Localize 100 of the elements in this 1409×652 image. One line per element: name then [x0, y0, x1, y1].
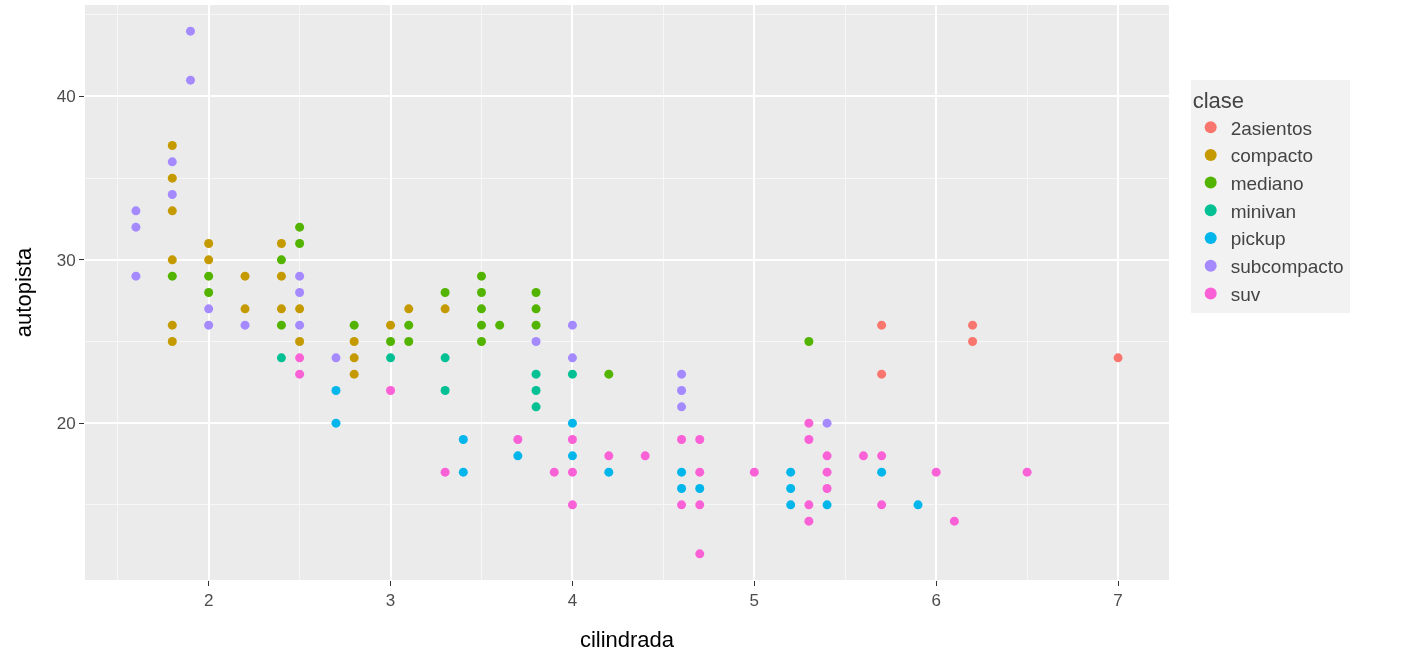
point — [1113, 353, 1123, 363]
point — [877, 369, 887, 379]
point — [167, 173, 177, 183]
point — [440, 288, 450, 297]
legend-label: pickup — [1230, 228, 1286, 250]
point — [167, 206, 177, 216]
point — [276, 304, 286, 314]
point — [677, 484, 687, 494]
point — [276, 255, 286, 265]
point — [549, 467, 559, 477]
point — [677, 402, 687, 412]
point — [677, 369, 687, 379]
point — [295, 304, 305, 314]
point — [477, 320, 486, 330]
point — [295, 271, 305, 281]
legend-label: minivan — [1230, 200, 1297, 222]
y-tick-label: 40 — [56, 87, 76, 107]
point — [167, 157, 177, 167]
point — [567, 320, 577, 330]
point — [185, 75, 195, 85]
point — [386, 320, 396, 330]
x-tick-label: 5 — [749, 591, 760, 611]
legend-label: subcompacto — [1230, 256, 1344, 278]
point — [677, 386, 687, 396]
point — [204, 255, 214, 265]
point — [531, 402, 541, 412]
point — [349, 337, 359, 347]
point — [295, 320, 305, 330]
point — [295, 222, 305, 232]
point — [567, 435, 577, 445]
point — [949, 516, 959, 526]
point — [567, 467, 577, 477]
point — [604, 467, 614, 477]
point — [295, 353, 305, 363]
point — [804, 337, 814, 347]
point — [167, 189, 177, 199]
point — [677, 435, 687, 445]
point — [513, 451, 523, 461]
point — [567, 451, 577, 461]
point — [677, 500, 687, 510]
point — [531, 320, 541, 330]
point — [131, 222, 141, 232]
point — [495, 320, 505, 330]
point — [276, 271, 286, 281]
point — [786, 484, 796, 494]
point — [331, 418, 341, 428]
point — [804, 500, 814, 510]
point — [477, 304, 486, 314]
point — [276, 238, 286, 248]
point — [131, 271, 141, 281]
point — [204, 238, 214, 248]
point — [531, 288, 541, 297]
y-axis-title: autopista — [11, 247, 36, 338]
point — [404, 304, 414, 314]
point — [695, 549, 705, 559]
point — [804, 516, 814, 526]
point — [931, 467, 941, 477]
point — [567, 500, 577, 510]
point — [1022, 467, 1032, 477]
point — [295, 238, 305, 248]
point — [204, 271, 214, 281]
point — [804, 418, 814, 428]
point — [822, 451, 832, 461]
point — [604, 451, 614, 461]
point — [604, 369, 614, 379]
point — [295, 369, 305, 379]
y-tick-label: 30 — [56, 250, 76, 270]
point — [786, 500, 796, 510]
point — [458, 467, 468, 477]
point — [386, 386, 396, 396]
point — [404, 337, 414, 347]
point — [822, 500, 832, 510]
point — [567, 369, 577, 379]
point — [440, 304, 450, 314]
point — [640, 451, 650, 461]
point — [131, 206, 141, 216]
point — [204, 288, 214, 297]
point — [968, 320, 978, 330]
point — [458, 435, 468, 445]
point — [349, 369, 359, 379]
point — [204, 304, 214, 314]
point — [822, 418, 832, 428]
point — [276, 353, 286, 363]
point — [822, 484, 832, 494]
point — [185, 26, 195, 36]
legend-title: clase — [1192, 88, 1245, 114]
point — [913, 500, 923, 510]
point — [440, 467, 450, 477]
legend-label: compacto — [1230, 145, 1314, 167]
point — [858, 451, 868, 461]
point — [786, 467, 796, 477]
point — [804, 435, 814, 445]
legend-label: mediano — [1230, 173, 1304, 195]
point — [877, 451, 887, 461]
point — [331, 386, 341, 396]
x-tick-label: 3 — [385, 591, 396, 611]
point — [877, 500, 887, 510]
point — [167, 271, 177, 281]
point — [386, 337, 396, 347]
point — [331, 353, 341, 363]
